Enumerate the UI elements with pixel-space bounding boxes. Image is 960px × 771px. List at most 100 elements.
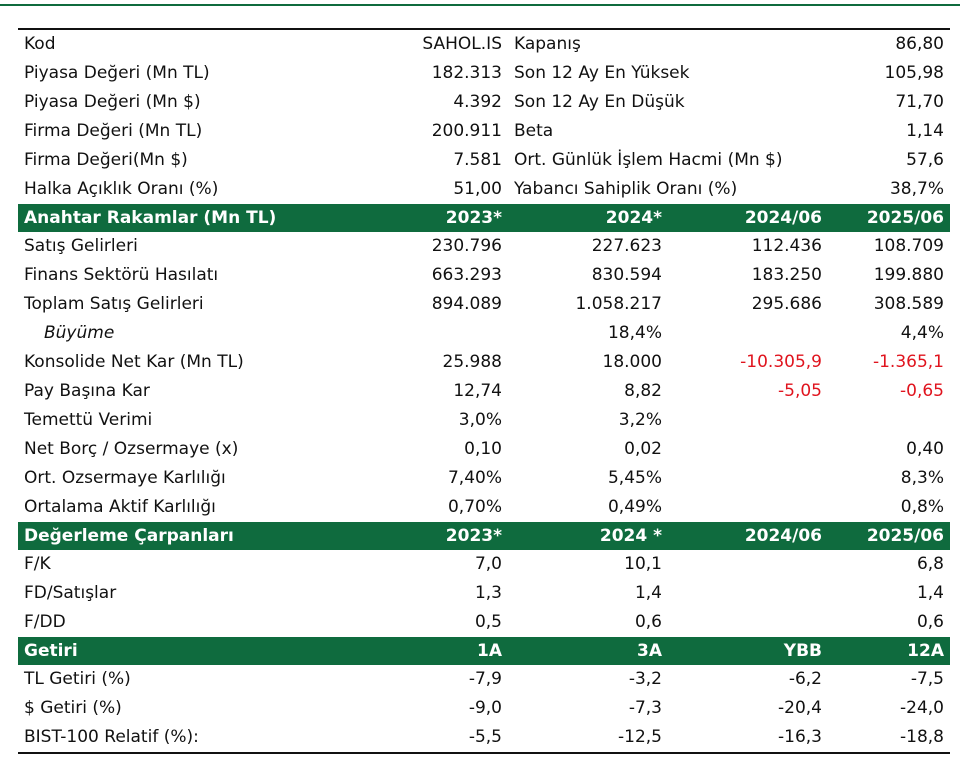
table-row: Büyüme 18,4% 4,4% xyxy=(18,319,950,348)
cell-value: 8,3% xyxy=(900,468,944,488)
table-row: $ Getiri (%) -9,0 -7,3 -20,4 -24,0 xyxy=(18,694,950,723)
cell-value: -6,2 xyxy=(788,669,822,689)
column-header: 2025/06 xyxy=(828,522,950,550)
cell-value: 8,82 xyxy=(624,381,662,401)
cell-value: 0,02 xyxy=(624,439,662,459)
cell-value: -12,5 xyxy=(618,727,662,747)
cell-value: 1,4 xyxy=(634,583,662,603)
cell-value: 25.988 xyxy=(442,352,502,372)
column-header: 2024 * xyxy=(508,522,668,550)
row-label: Finans Sektörü Hasılatı xyxy=(24,265,219,285)
row-label: Ort. Ozsermaye Karlılığı xyxy=(24,468,226,488)
table-row: Pay Başına Kar 12,74 8,82 -5,05 -0,65 xyxy=(18,377,950,406)
cell-value: 3,0% xyxy=(458,410,502,430)
cell-value: 308.589 xyxy=(873,294,944,314)
stock-summary-table: Kod SAHOL.IS Kapanış 86,80 Piyasa Değeri… xyxy=(18,30,950,752)
cell-value: 18.000 xyxy=(602,352,662,372)
cell-value: 0,40 xyxy=(906,439,944,459)
cell-value: 663.293 xyxy=(431,265,502,285)
info-label: Piyasa Değeri (Mn TL) xyxy=(24,63,210,83)
column-header: 1A xyxy=(288,637,508,665)
cell-value: 295.686 xyxy=(751,294,822,314)
valuation-header: Değerleme Çarpanları 2023* 2024 * 2024/0… xyxy=(18,522,950,550)
top-green-rule xyxy=(0,4,960,6)
section-title: Anahtar Rakamlar (Mn TL) xyxy=(18,204,288,232)
cell-value xyxy=(828,406,950,435)
cell-value xyxy=(668,493,828,522)
table-row: Finans Sektörü Hasılatı 663.293 830.594 … xyxy=(18,261,950,290)
column-header: 2023* xyxy=(288,522,508,550)
cell-value: 230.796 xyxy=(431,236,502,256)
row-label: BIST-100 Relatif (%): xyxy=(24,727,199,747)
key-figures-header: Anahtar Rakamlar (Mn TL) 2023* 2024* 202… xyxy=(18,204,950,232)
info-value: 4.392 xyxy=(453,92,502,112)
cell-value: 1.058.217 xyxy=(575,294,662,314)
table-row: F/DD 0,5 0,6 0,6 xyxy=(18,608,950,637)
negative-value: -0,65 xyxy=(900,381,944,401)
cell-value: -16,3 xyxy=(778,727,822,747)
cell-value: 18,4% xyxy=(607,323,662,343)
table-row: Ort. Ozsermaye Karlılığı 7,40% 5,45% 8,3… xyxy=(18,464,950,493)
info-row: Kod SAHOL.IS Kapanış 86,80 xyxy=(18,30,950,59)
info-row: Halka Açıklık Oranı (%) 51,00 Yabancı Sa… xyxy=(18,175,950,204)
table-bottom-border xyxy=(18,752,950,754)
table-row: Ortalama Aktif Karlılığı 0,70% 0,49% 0,8… xyxy=(18,493,950,522)
cell-value: -3,2 xyxy=(628,669,662,689)
cell-value: -7,9 xyxy=(468,669,502,689)
row-label: Konsolide Net Kar (Mn TL) xyxy=(24,352,244,372)
info-value: 1,14 xyxy=(906,121,944,141)
table-row: Net Borç / Ozsermaye (x) 0,10 0,02 0,40 xyxy=(18,435,950,464)
info-row: Piyasa Değeri (Mn $) 4.392 Son 12 Ay En … xyxy=(18,88,950,117)
cell-value: 199.880 xyxy=(873,265,944,285)
cell-value: 7,0 xyxy=(474,554,502,574)
cell-value: 0,49% xyxy=(607,497,662,517)
cell-value: -24,0 xyxy=(900,698,944,718)
row-label: F/K xyxy=(24,554,51,574)
cell-value xyxy=(668,464,828,493)
row-label: Pay Başına Kar xyxy=(24,381,150,401)
column-header: 2024/06 xyxy=(668,204,828,232)
row-label: Satış Gelirleri xyxy=(24,236,138,256)
row-label: FD/Satışlar xyxy=(24,583,117,603)
row-label: Temettü Verimi xyxy=(24,410,153,430)
info-row: Firma Değeri (Mn TL) 200.911 Beta 1,14 xyxy=(18,117,950,146)
info-label: Halka Açıklık Oranı (%) xyxy=(24,179,219,199)
info-label: Ort. Günlük İşlem Hacmi (Mn $) xyxy=(514,150,783,170)
cell-value xyxy=(668,608,828,637)
cell-value: 112.436 xyxy=(751,236,822,256)
cell-value: 4,4% xyxy=(900,323,944,343)
column-header: 2024/06 xyxy=(668,522,828,550)
row-label: Net Borç / Ozsermaye (x) xyxy=(24,439,239,459)
column-header: 2024* xyxy=(508,204,668,232)
cell-value: -5,5 xyxy=(468,727,502,747)
negative-value: -10.305,9 xyxy=(740,352,822,372)
cell-value: 3,2% xyxy=(618,410,662,430)
cell-value xyxy=(288,319,508,348)
cell-value: 0,10 xyxy=(464,439,502,459)
info-label: Kapanış xyxy=(514,34,581,54)
row-label: $ Getiri (%) xyxy=(24,698,122,718)
cell-value xyxy=(668,550,828,579)
cell-value: -9,0 xyxy=(468,698,502,718)
cell-value xyxy=(668,435,828,464)
table-top-border xyxy=(18,28,950,30)
cell-value: 0,5 xyxy=(474,612,502,632)
info-value: 182.313 xyxy=(431,63,502,83)
cell-value: 227.623 xyxy=(591,236,662,256)
negative-value: -1.365,1 xyxy=(872,352,944,372)
table-row: FD/Satışlar 1,3 1,4 1,4 xyxy=(18,579,950,608)
info-value: 57,6 xyxy=(906,150,944,170)
cell-value: 12,74 xyxy=(453,381,502,401)
valuation-section: Değerleme Çarpanları 2023* 2024 * 2024/0… xyxy=(18,522,950,637)
cell-value: 108.709 xyxy=(873,236,944,256)
column-header: 12A xyxy=(828,637,950,665)
row-label: Toplam Satış Gelirleri xyxy=(24,294,204,314)
column-header: 3A xyxy=(508,637,668,665)
cell-value: -7,3 xyxy=(628,698,662,718)
info-label: Yabancı Sahiplik Oranı (%) xyxy=(514,179,738,199)
info-label: Piyasa Değeri (Mn $) xyxy=(24,92,201,112)
info-value: 51,00 xyxy=(453,179,502,199)
info-label: Firma Değeri(Mn $) xyxy=(24,150,188,170)
cell-value: 830.594 xyxy=(591,265,662,285)
info-label: Firma Değeri (Mn TL) xyxy=(24,121,203,141)
